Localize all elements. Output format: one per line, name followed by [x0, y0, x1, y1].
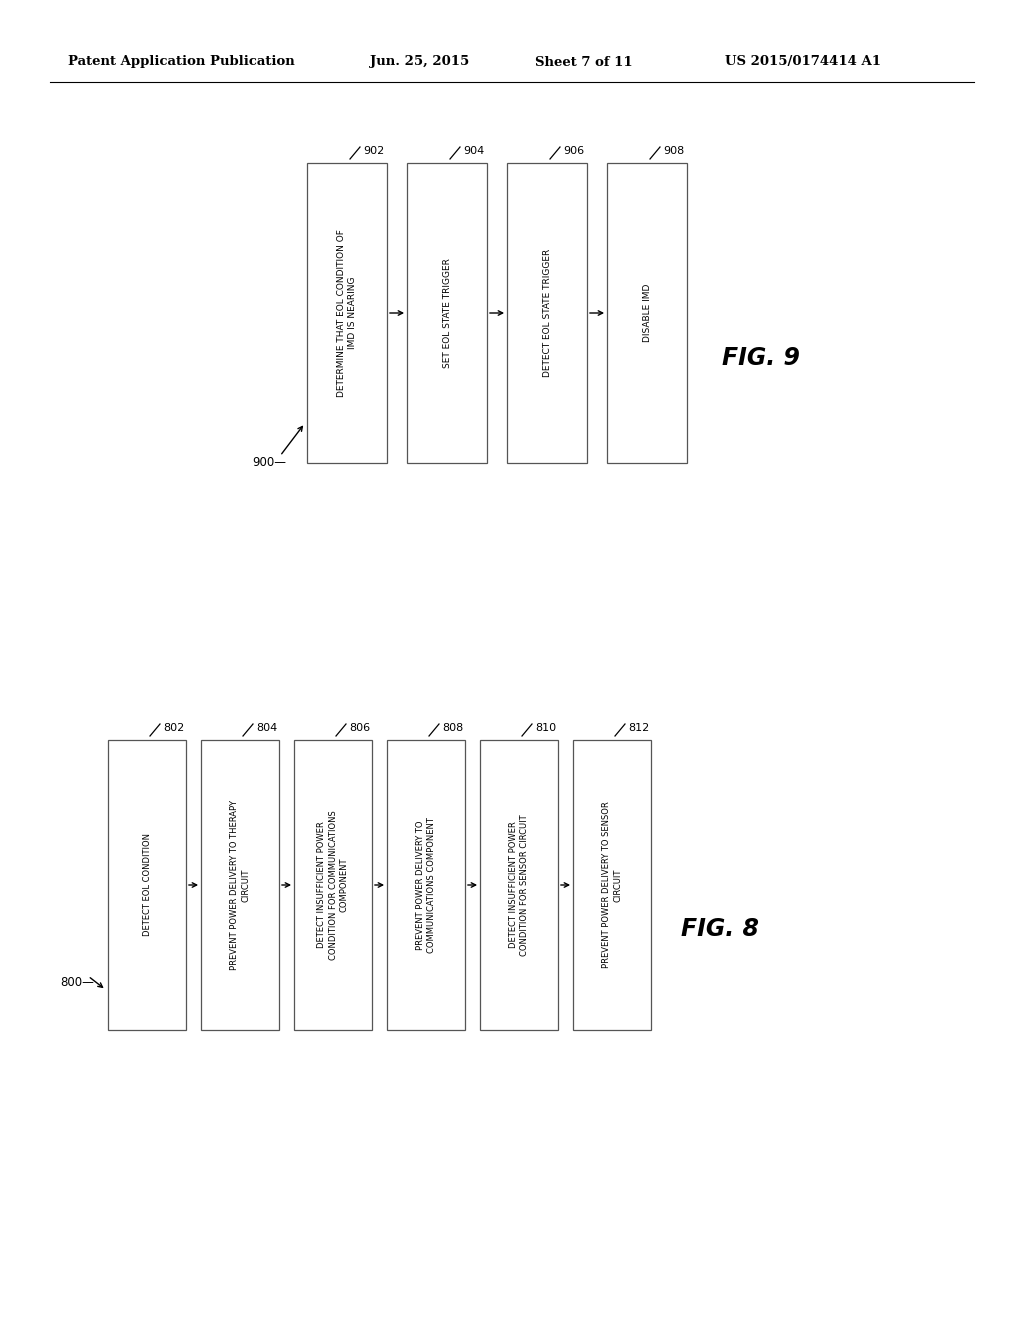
Text: FIG. 9: FIG. 9 — [722, 346, 800, 370]
Bar — [480, 741, 558, 1030]
Text: 906: 906 — [563, 147, 584, 156]
Bar — [307, 162, 387, 463]
Text: 902: 902 — [362, 147, 384, 156]
Text: PREVENT POWER DELIVERY TO
COMMUNICATIONS COMPONENT: PREVENT POWER DELIVERY TO COMMUNICATIONS… — [416, 817, 436, 953]
Text: Jun. 25, 2015: Jun. 25, 2015 — [370, 55, 469, 69]
Text: 900—: 900— — [252, 455, 286, 469]
Bar — [201, 741, 279, 1030]
Text: 804: 804 — [256, 723, 278, 733]
Text: 802: 802 — [163, 723, 184, 733]
Text: 812: 812 — [628, 723, 649, 733]
Text: DISABLE IMD: DISABLE IMD — [642, 284, 651, 342]
Text: SET EOL STATE TRIGGER: SET EOL STATE TRIGGER — [442, 259, 452, 368]
Text: PREVENT POWER DELIVERY TO SENSOR
CIRCUIT: PREVENT POWER DELIVERY TO SENSOR CIRCUIT — [602, 801, 622, 969]
Text: Sheet 7 of 11: Sheet 7 of 11 — [535, 55, 633, 69]
Text: FIG. 8: FIG. 8 — [681, 916, 759, 940]
Text: 904: 904 — [463, 147, 484, 156]
Text: Patent Application Publication: Patent Application Publication — [68, 55, 295, 69]
Text: PREVENT POWER DELIVERY TO THERAPY
CIRCUIT: PREVENT POWER DELIVERY TO THERAPY CIRCUI… — [230, 800, 250, 970]
Bar — [573, 741, 651, 1030]
Text: US 2015/0174414 A1: US 2015/0174414 A1 — [725, 55, 881, 69]
Text: DETECT INSUFFICIENT POWER
CONDITION FOR COMMUNICATIONS
COMPONENT: DETECT INSUFFICIENT POWER CONDITION FOR … — [317, 810, 348, 960]
Text: 810: 810 — [535, 723, 556, 733]
Text: DETECT INSUFFICIENT POWER
CONDITION FOR SENSOR CIRCUIT: DETECT INSUFFICIENT POWER CONDITION FOR … — [509, 814, 529, 956]
Text: 908: 908 — [663, 147, 684, 156]
Bar — [108, 741, 186, 1030]
Text: 808: 808 — [442, 723, 463, 733]
Text: DETECT EOL STATE TRIGGER: DETECT EOL STATE TRIGGER — [543, 249, 552, 378]
Text: 800—: 800— — [60, 975, 94, 989]
Bar — [607, 162, 687, 463]
Bar — [407, 162, 487, 463]
Text: 806: 806 — [349, 723, 370, 733]
Bar — [294, 741, 372, 1030]
Text: DETERMINE THAT EOL CONDITION OF
IMD IS NEARING: DETERMINE THAT EOL CONDITION OF IMD IS N… — [337, 230, 357, 397]
Bar — [507, 162, 587, 463]
Bar — [387, 741, 465, 1030]
Text: DETECT EOL CONDITION: DETECT EOL CONDITION — [142, 833, 152, 936]
